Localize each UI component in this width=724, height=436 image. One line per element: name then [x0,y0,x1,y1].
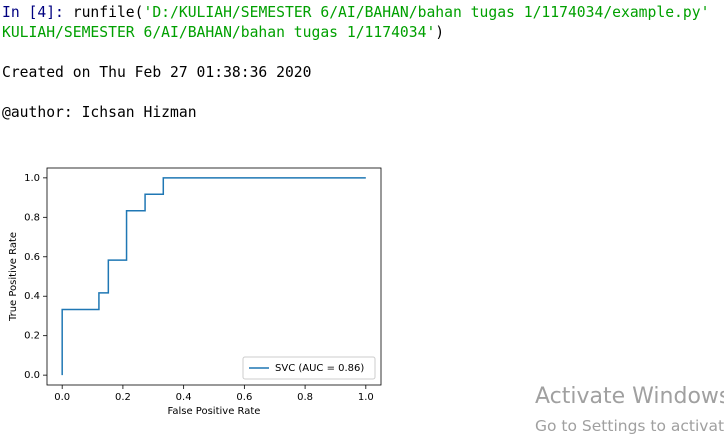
watermark-title: Activate Windows [535,384,724,409]
code: runfile( [72,4,144,21]
roc-line [61,177,366,376]
x-tick-label: 0.2 [115,392,131,403]
watermark-subtitle: Go to Settings to activate Windows. [535,417,724,435]
legend-label: SVC (AUC = 0.86) [275,363,364,374]
y-tick-label: 0.4 [24,291,40,302]
input-line: KULIAH/SEMESTER 6/AI/BAHAN/bahan tugas 1… [2,24,444,42]
x-tick-label: 0.4 [176,392,192,403]
code: ) [435,24,445,41]
legend-box [242,356,376,380]
x-tick-label: 0.0 [54,392,70,403]
x-axis-label: False Positive Rate [168,406,261,417]
plot-area [46,167,382,386]
x-tick-label: 0.6 [236,392,252,403]
output-text: @author: Ichsan Hizman [2,104,197,121]
y-tick-label: 0.0 [24,370,40,381]
input-line: In [4]: runfile('D:/KULIAH/SEMESTER 6/AI… [2,4,709,22]
x-tick-label: 1.0 [358,392,374,403]
y-tick-label: 1.0 [24,173,40,184]
x-tick-label: 0.8 [297,392,313,403]
string: 'D:/KULIAH/SEMESTER 6/AI/BAHAN/bahan tug… [143,4,710,21]
output-text: Created on Thu Feb 27 01:38:36 2020 [2,64,312,81]
string: KULIAH/SEMESTER 6/AI/BAHAN/bahan tugas 1… [2,24,436,41]
prompt: In [4]: [2,4,64,21]
y-tick-label: 0.6 [24,252,40,263]
y-tick-label: 0.2 [24,331,40,342]
y-tick-label: 0.8 [24,212,40,223]
y-axis-label: True Positive Rate [8,232,19,322]
